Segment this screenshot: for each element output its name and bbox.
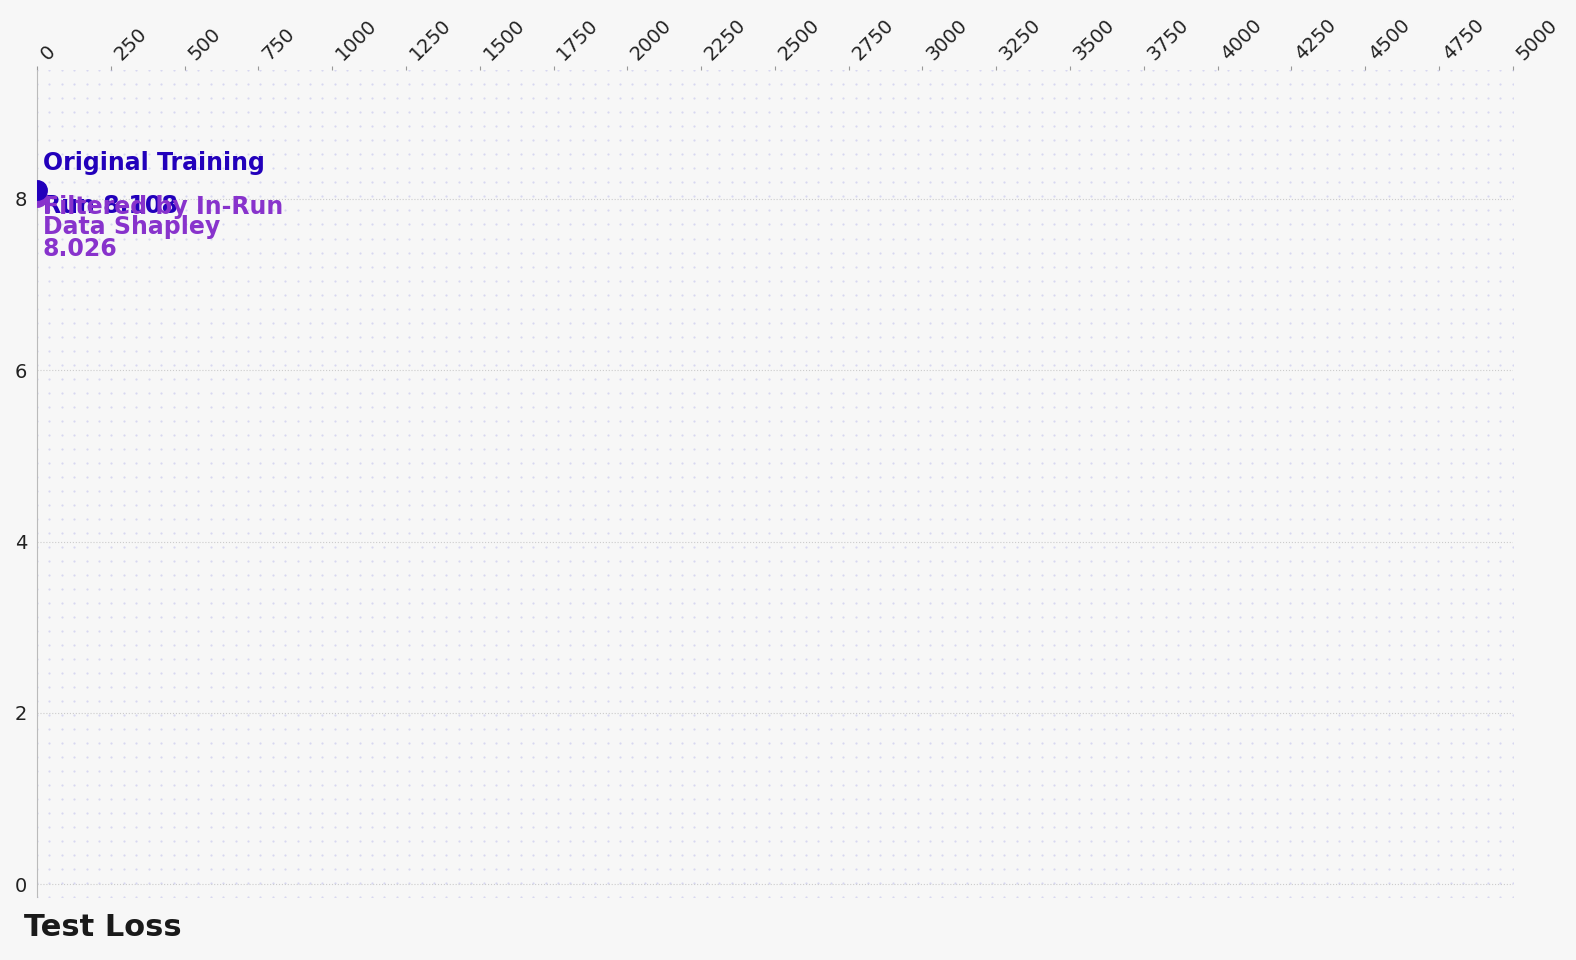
Text: 8.026: 8.026 — [43, 237, 118, 261]
Text: Data Shapley: Data Shapley — [43, 215, 221, 239]
Text: Run 8.108: Run 8.108 — [43, 194, 178, 218]
Text: Test Loss: Test Loss — [24, 913, 181, 942]
Text: Original Training: Original Training — [43, 151, 265, 175]
Text: Filtered by In-Run: Filtered by In-Run — [43, 195, 284, 219]
